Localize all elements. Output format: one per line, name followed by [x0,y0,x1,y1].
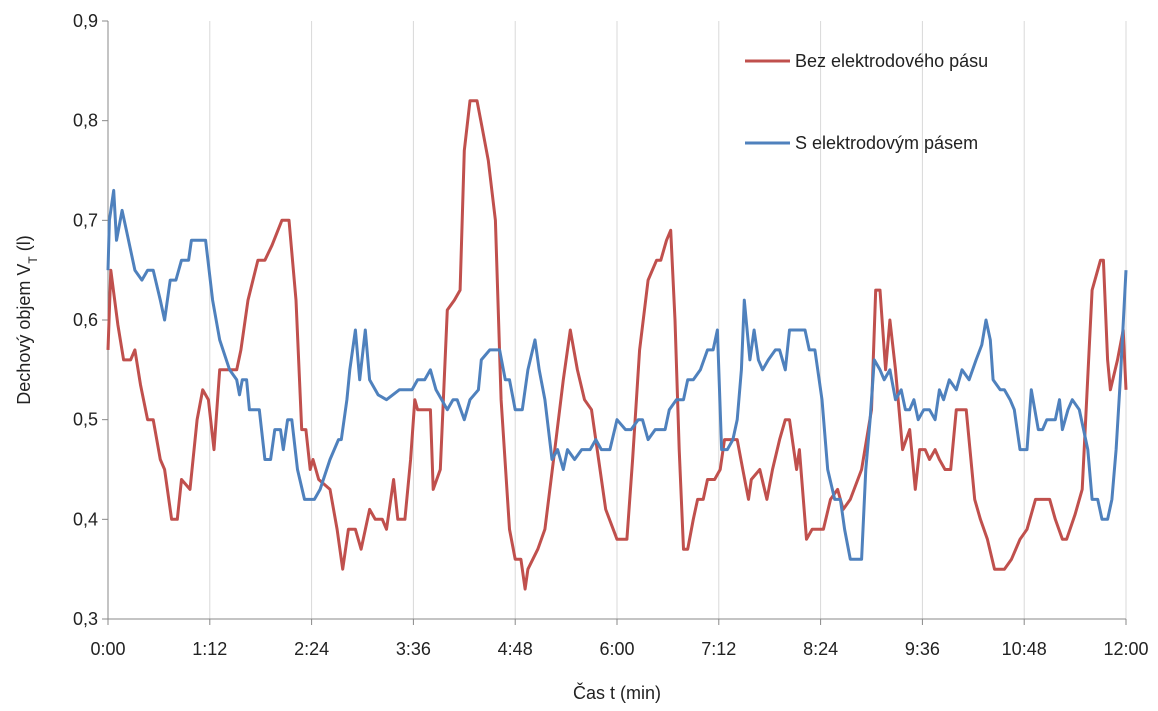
x-tick-label: 3:36 [396,639,431,659]
x-tick-label: 0:00 [90,639,125,659]
legend-label: Bez elektrodového pásu [795,51,988,71]
series-line [106,188,1128,561]
y-axis-title-subscript: T [26,256,40,264]
y-tick-label: 0,4 [73,509,98,529]
y-axis-title: Dechový objem VT (l) [14,235,40,404]
x-tick-label: 6:00 [599,639,634,659]
y-tick-label: 0,9 [73,11,98,31]
x-tick-label: 12:00 [1103,639,1148,659]
x-tick-label: 7:12 [701,639,736,659]
y-tick-label: 0,7 [73,210,98,230]
x-axis-title: Čas t (min) [573,682,661,703]
y-tick-label: 0,3 [73,609,98,629]
x-tick-label: 8:24 [803,639,838,659]
y-tick-label: 0,8 [73,111,98,131]
y-tick-label: 0,6 [73,310,98,330]
y-tick-label: 0,5 [73,410,98,430]
x-tick-label: 1:12 [192,639,227,659]
y-axis-title-suffix: (l) [14,235,34,256]
x-tick-label: 4:48 [498,639,533,659]
x-tick-label: 2:24 [294,639,329,659]
legend-label: S elektrodovým pásem [795,133,978,153]
x-tick-label: 10:48 [1002,639,1047,659]
y-axis-title-text: Dechový objem V [14,264,34,405]
x-tick-label: 9:36 [905,639,940,659]
series-line [106,99,1128,591]
